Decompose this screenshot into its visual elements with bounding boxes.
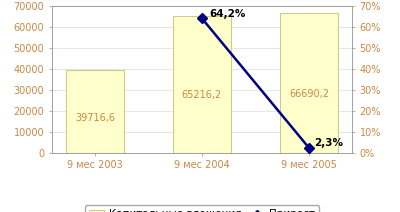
Bar [280, 13, 338, 153]
Text: 64,2%: 64,2% [209, 9, 245, 19]
Text: 65216,2: 65216,2 [182, 90, 222, 100]
Text: 2,3%: 2,3% [314, 138, 344, 148]
Legend: Капитальные вложения, Прирост: Капитальные вложения, Прирост [84, 205, 320, 212]
Text: 66690,2: 66690,2 [289, 89, 329, 99]
Bar [66, 70, 124, 153]
Bar [172, 16, 232, 153]
Text: 39716,6: 39716,6 [75, 113, 115, 123]
